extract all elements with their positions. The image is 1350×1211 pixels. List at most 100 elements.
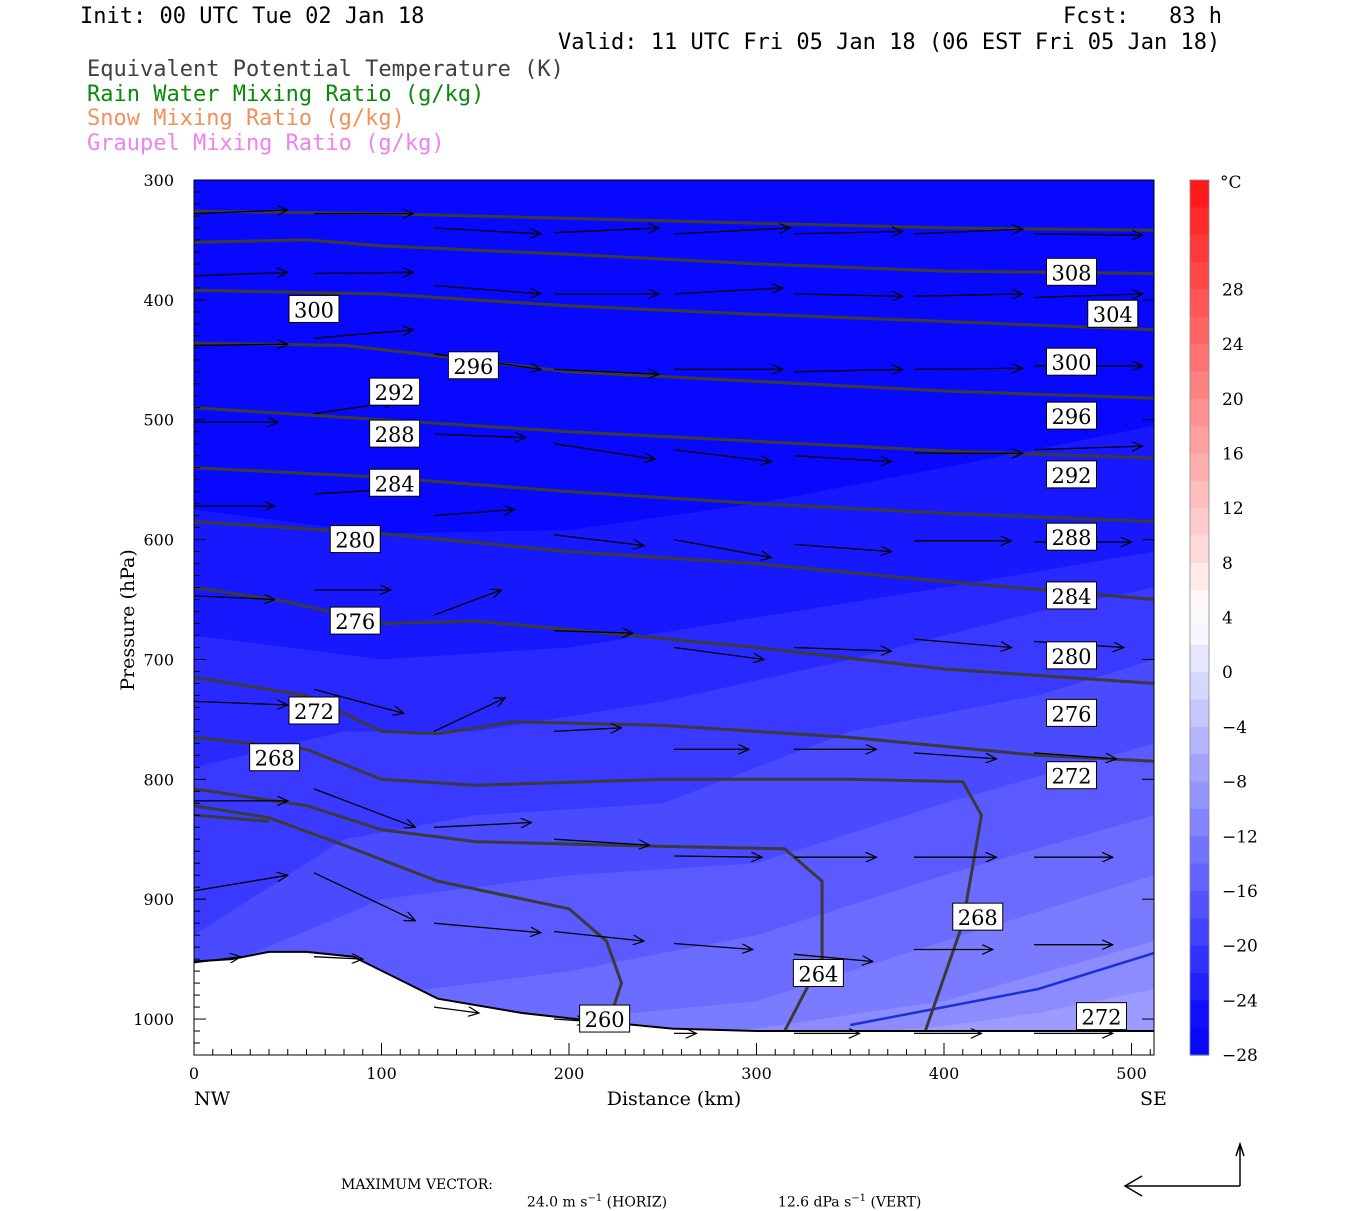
- wind-vector: [433, 227, 541, 234]
- colorbar-label: 12: [1222, 499, 1244, 519]
- colorbar-swatch: [1190, 781, 1209, 810]
- colorbar-swatch: [1190, 1000, 1209, 1029]
- vert-value: 12.6 dPa s: [777, 1194, 852, 1211]
- colorbar-label: 20: [1222, 390, 1244, 410]
- wind-vector: [553, 369, 659, 374]
- temperature-shading: [194, 180, 1154, 1055]
- wind-vector: [553, 728, 622, 732]
- colorbar-swatch: [1190, 617, 1209, 646]
- contour-label-304: 304: [1087, 299, 1139, 328]
- x-tick-label: 0: [189, 1064, 199, 1083]
- colorbar-swatch: [1190, 972, 1209, 1001]
- colorbar-frame: [1189, 179, 1210, 1056]
- wind-vector: [553, 631, 633, 633]
- contour-label-box: [369, 377, 421, 406]
- wind-vector: [433, 284, 541, 294]
- wind-vector: [194, 875, 288, 892]
- contour-label-296: 296: [1046, 401, 1097, 430]
- field-legend-theta-e: Equivalent Potential Temperature (K): [87, 57, 564, 82]
- contour-label-268: 268: [952, 902, 1004, 931]
- wind-vector: [313, 788, 415, 827]
- colorbar-swatch: [1190, 562, 1209, 591]
- wind-vector: [313, 272, 413, 273]
- contour-label-text: 280: [335, 529, 375, 553]
- reference-vector-icon: [1123, 1141, 1245, 1197]
- theta-e-contour-264: [194, 804, 623, 1030]
- wind-vector: [433, 1006, 479, 1013]
- colorbar-swatch: [1190, 890, 1209, 919]
- wind-vector: [793, 294, 903, 296]
- wind-vector: [553, 838, 650, 845]
- x-axis-label: Distance (km): [607, 1088, 742, 1110]
- terrain: [194, 950, 1154, 1055]
- wind-vector: [313, 957, 363, 959]
- colorbar-swatch: [1190, 207, 1209, 236]
- contour-label-box: [369, 419, 421, 448]
- wind-vector: [553, 930, 644, 942]
- colorbar-label: −8: [1222, 773, 1247, 793]
- contour-label-text: 284: [375, 472, 415, 496]
- contour-label-text: 308: [1051, 261, 1091, 285]
- theta-e-contour-304: [194, 238, 1154, 275]
- contour-label-text: 272: [1081, 1006, 1121, 1030]
- wind-vector: [553, 228, 659, 233]
- contour-label-box: [1046, 641, 1097, 670]
- valid-time: Valid: 11 UTC Fri 05 Jan 18 (06 EST Fri …: [558, 30, 1221, 55]
- contour-label-text: 276: [1051, 702, 1091, 726]
- wind-vector: [194, 344, 288, 345]
- colorbar-swatch: [1190, 289, 1209, 318]
- colorbar-swatch: [1190, 726, 1209, 755]
- wind-vector: [194, 210, 288, 214]
- contour-label-text: 268: [958, 906, 998, 930]
- colorbar-swatch: [1190, 1027, 1209, 1056]
- contour-label-text: 268: [255, 747, 295, 771]
- contour-label-box: [329, 606, 381, 635]
- theta-e-contour-300: [194, 288, 1154, 332]
- contour-label-text: 304: [1093, 303, 1133, 327]
- horiz-exponent: −1: [587, 1193, 603, 1204]
- contour-label-280: 280: [1046, 641, 1097, 670]
- colorbar-swatch: [1190, 234, 1209, 263]
- contour-label-text: 264: [798, 962, 838, 986]
- colorbar-label: 16: [1222, 444, 1244, 464]
- wind-vector: [433, 922, 541, 933]
- wind-vector: [673, 538, 772, 558]
- y-tick-label: 900: [143, 890, 174, 909]
- contour-label-box: [579, 1004, 631, 1033]
- vert-exponent: −1: [851, 1193, 867, 1204]
- colorbar-label: −4: [1222, 718, 1247, 738]
- y-tick-label: 500: [143, 411, 174, 430]
- wind-vector: [673, 646, 764, 660]
- wind-vector: [793, 953, 873, 961]
- x-tick-label: 400: [929, 1064, 960, 1083]
- theta-e-contour-296: [194, 341, 1154, 400]
- theta-e-contour-272: [194, 735, 983, 1032]
- wind-vector: [673, 942, 753, 950]
- wind-vector: [194, 957, 241, 964]
- field-legend-rain: Rain Water Mixing Ratio (g/kg): [87, 82, 485, 107]
- contour-label-260: 260: [579, 1004, 631, 1033]
- colorbar-swatch: [1190, 262, 1209, 290]
- contour-label-text: 288: [1051, 526, 1091, 550]
- wind-vector: [913, 752, 997, 759]
- plot-frame: [193, 179, 1155, 1056]
- colorbar-swatch: [1190, 918, 1209, 947]
- wind-vector: [433, 510, 515, 517]
- wind-vector: [313, 872, 415, 921]
- contour-label-text: 300: [1051, 351, 1091, 375]
- contour-label-296: 296: [447, 351, 499, 380]
- contour-label-text: 296: [1051, 405, 1091, 429]
- wind-vector: [1033, 446, 1143, 450]
- contour-label-text: 260: [585, 1008, 625, 1032]
- contour-label-text: 296: [453, 355, 493, 379]
- axes: 300 400 500 600 700 800 900 1000 0 100 200 300 400 50…: [133, 171, 1154, 1083]
- wind-vector: [194, 272, 288, 276]
- terrain-line: [194, 950, 1154, 1032]
- contour-label-box: [249, 743, 301, 772]
- contour-label-box: [1076, 1002, 1127, 1031]
- colorbar-swatch: [1190, 371, 1209, 400]
- wind-vector: [673, 288, 783, 295]
- contour-label-272: 272: [1046, 761, 1097, 790]
- forecast-hour: Fcst: 83 h: [1063, 4, 1222, 29]
